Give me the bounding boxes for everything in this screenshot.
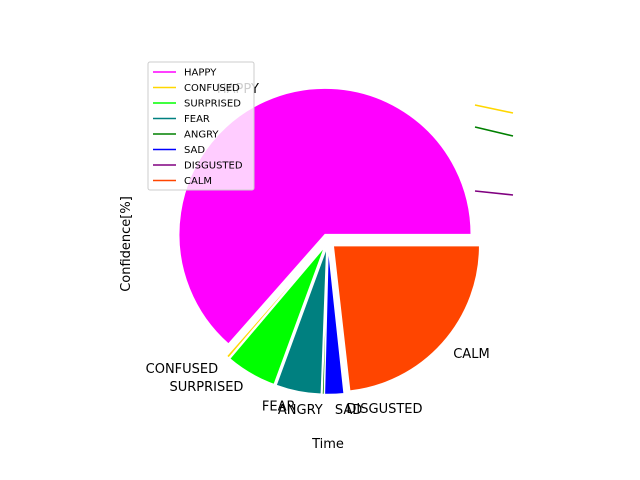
legend-label-happy: HAPPY	[184, 68, 217, 79]
legend-frame	[147, 61, 255, 191]
slice-label-sad: SAD	[335, 403, 362, 418]
stray-line-disgusted	[474, 190, 514, 196]
slice-calm	[332, 245, 480, 392]
slice-confused	[225, 246, 324, 359]
slice-disgusted	[328, 248, 346, 394]
legend-stray-lines	[474, 104, 514, 196]
slice-label-fear: FEAR	[262, 400, 296, 415]
legend-label-sad: SAD	[184, 145, 205, 156]
y-axis-label: Confidence[%]	[119, 196, 134, 292]
slice-label-disgusted: DISGUSTED	[346, 402, 422, 417]
slice-surprised	[229, 246, 325, 386]
x-axis-label: Time	[311, 437, 344, 452]
slice-fear	[275, 247, 328, 395]
legend: HAPPY CONFUSED SURPRISED FEAR ANGRY SAD DISGUS…	[147, 61, 255, 191]
legend-label-angry: ANGRY	[184, 130, 219, 141]
legend-label-calm: CALM	[184, 176, 212, 187]
legend-label-surprised: SURPRISED	[184, 99, 241, 110]
legend-label-fear: FEAR	[184, 114, 210, 125]
slice-sad	[324, 248, 345, 395]
legend-label-disgusted: DISGUSTED	[184, 161, 243, 172]
slice-label-angry: ANGRY	[278, 403, 323, 418]
slice-label-confused: CONFUSED	[146, 362, 219, 377]
slice-label-surprised: SURPRISED	[169, 380, 243, 395]
stray-line-angry	[474, 126, 514, 137]
slice-angry	[321, 248, 329, 395]
stray-line-confused	[474, 104, 514, 114]
slice-label-calm: CALM	[453, 347, 489, 362]
legend-label-confused: CONFUSED	[184, 83, 240, 94]
